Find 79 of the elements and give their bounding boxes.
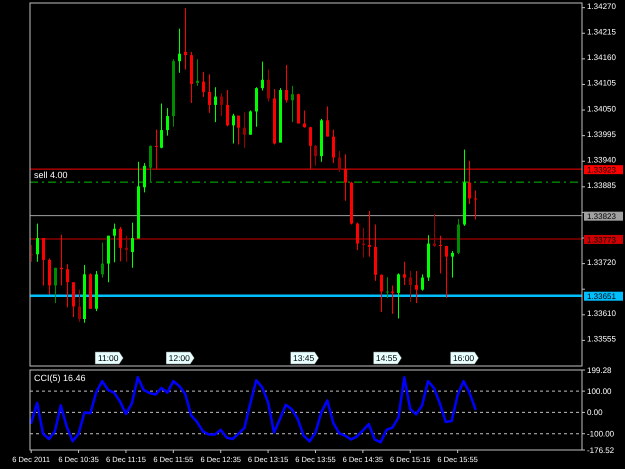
ref-line-label: sell 4.00	[34, 170, 68, 180]
candlestick	[433, 213, 436, 248]
candlestick	[66, 264, 69, 308]
candlestick	[332, 129, 335, 164]
y-tick-label: 1.34270	[587, 2, 616, 11]
candlestick	[184, 8, 187, 70]
y-tick-label: 1.33610	[587, 309, 616, 318]
y-tick-label: 1.34105	[587, 78, 616, 88]
candlestick	[285, 64, 288, 104]
candlestick	[314, 144, 317, 166]
y-tick-label: -176.52	[587, 446, 615, 455]
candlestick	[386, 276, 389, 299]
candlestick	[166, 108, 169, 136]
candlestick	[439, 235, 442, 274]
y-tick-label: 0.00	[587, 408, 604, 418]
candlestick	[368, 210, 371, 258]
x-tick-label: 16:00	[452, 352, 474, 363]
y-tick-label: 1.33720	[587, 258, 616, 267]
candlestick	[232, 113, 235, 144]
candlestick	[119, 226, 122, 262]
candlestick	[54, 267, 57, 304]
candlestick	[261, 61, 264, 91]
ref-line-label: 1.33773	[587, 235, 616, 244]
y-tick-label: 199.28	[587, 366, 612, 375]
candlestick	[356, 222, 359, 251]
candlestick	[291, 85, 294, 123]
y-tick-label: 1.34050	[587, 104, 616, 114]
candlestick	[421, 274, 424, 292]
line-series	[30, 376, 477, 444]
candlestick	[409, 270, 412, 302]
x-tick-label: 13:45	[292, 352, 315, 363]
candlestick	[42, 238, 45, 286]
candlestick	[143, 162, 146, 193]
candlestick	[403, 261, 406, 286]
ref-line-label: 1.33823	[587, 212, 616, 221]
y-tick-label: 1.33995	[587, 130, 616, 139]
candlestick	[113, 223, 116, 263]
candlestick	[78, 289, 81, 322]
candlestick	[36, 223, 39, 262]
x-tick-label: 12:00	[168, 352, 190, 363]
candlestick	[178, 28, 181, 74]
candlestick	[101, 242, 104, 278]
y-tick-label: 1.33940	[587, 156, 616, 165]
candlestick	[474, 190, 477, 220]
chart-title: CCI(5) 16.46	[34, 373, 86, 383]
candlestick	[445, 245, 448, 298]
y-tick-label: 100.00	[587, 386, 612, 396]
candlestick	[220, 92, 223, 117]
candlestick	[451, 250, 454, 278]
candlestick	[255, 86, 258, 128]
candlestick	[237, 115, 240, 145]
candlestick	[415, 270, 418, 304]
candlestick	[131, 222, 134, 268]
y-tick-label: 1.34215	[587, 28, 616, 37]
candlestick	[196, 58, 199, 86]
x-tick-label: 14:55	[376, 352, 398, 363]
candlestick	[397, 272, 400, 320]
candlestick	[338, 150, 341, 172]
candlestick	[249, 110, 252, 136]
candlestick	[391, 284, 394, 314]
candlestick	[226, 90, 229, 127]
y-tick-label: 1.34160	[587, 53, 616, 62]
candlestick	[303, 110, 306, 128]
candlestick	[362, 227, 365, 258]
candlestick	[149, 144, 152, 184]
candlestick	[208, 74, 211, 114]
candlestick	[380, 274, 383, 313]
candlestick	[202, 71, 205, 98]
candlestick	[243, 112, 246, 148]
candlestick	[214, 86, 217, 123]
candlestick	[326, 106, 329, 138]
y-tick-label: 1.33885	[587, 181, 616, 190]
candlestick	[160, 103, 163, 149]
ref-line-label: 1.33651	[587, 292, 616, 302]
candlestick	[267, 69, 270, 102]
x-tick-label: 11:00	[98, 352, 119, 363]
ref-line-label: 1.33923	[587, 165, 616, 174]
y-tick-label: 1.33555	[587, 334, 616, 344]
y-tick-label: -100.00	[587, 430, 615, 439]
